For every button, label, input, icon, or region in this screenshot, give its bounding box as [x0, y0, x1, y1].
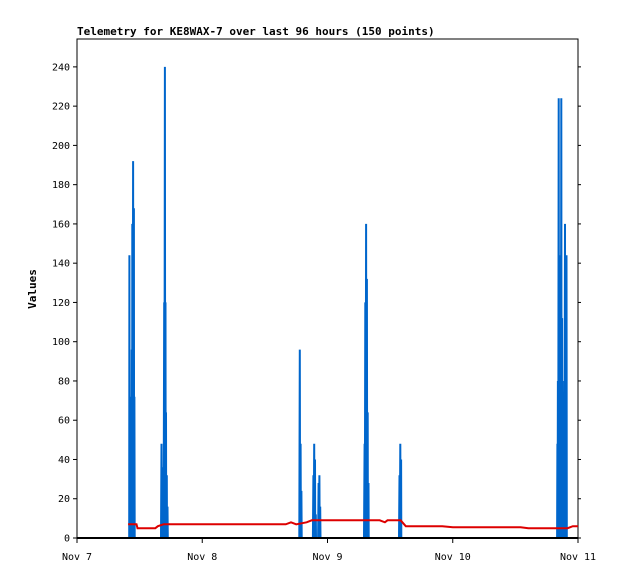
y-tick-label: 160	[52, 219, 70, 230]
x-tick-label: Nov 8	[187, 552, 217, 563]
x-tick-label: Nov 9	[312, 552, 342, 563]
series-line-1	[128, 66, 578, 539]
x-tick-label: Nov 11	[560, 552, 596, 563]
plot-frame	[76, 38, 579, 539]
series-layer	[128, 66, 578, 539]
series-line-2	[128, 519, 578, 530]
chart-title: Telemetry for KE8WAX-7 over last 96 hour…	[77, 25, 435, 38]
x-axis: Nov 7 Nov 8 Nov 9 Nov 10 Nov 11	[62, 538, 596, 563]
y-tick-label: 180	[52, 180, 70, 191]
y-tick-label: 0	[64, 534, 70, 545]
y-tick-label: 20	[58, 494, 70, 505]
y-tick-label: 120	[52, 298, 70, 309]
y-tick-label: 220	[52, 102, 70, 113]
y-tick-label: 40	[58, 455, 70, 466]
y-tick-label: 80	[58, 376, 70, 387]
y-tick-label: 140	[52, 259, 70, 270]
y-tick-label: 100	[52, 337, 70, 348]
y-tick-label: 200	[52, 141, 70, 152]
y-axis: 0 20 40 60 80 100 120 140 160 180 200 220 240	[52, 62, 581, 545]
x-tick-label: Nov 7	[62, 552, 92, 563]
x-tick-label: Nov 10	[435, 552, 471, 563]
y-tick-label: 240	[52, 62, 70, 73]
y-tick-label: 60	[58, 416, 70, 427]
y-axis-label: Values	[26, 269, 39, 309]
